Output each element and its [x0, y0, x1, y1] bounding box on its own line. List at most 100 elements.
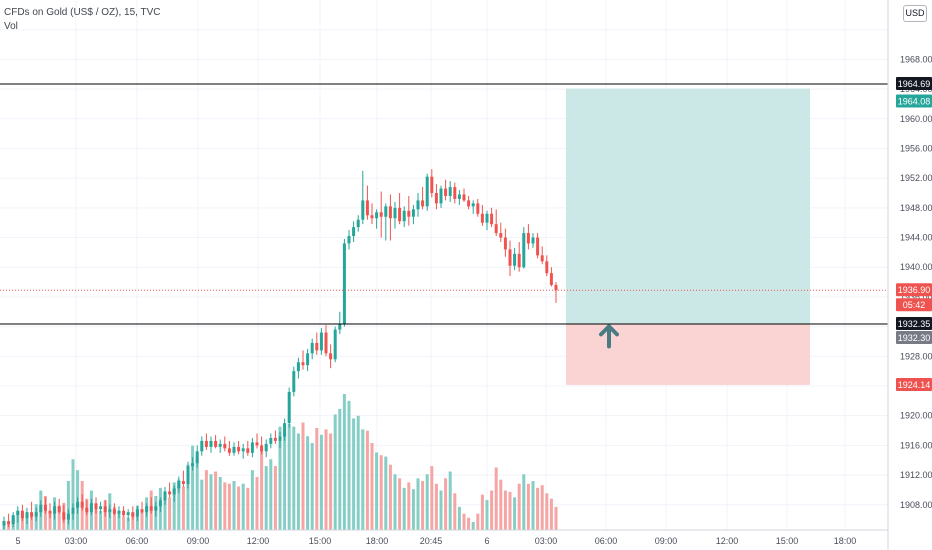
volume-bar [402, 487, 406, 530]
candle [103, 506, 107, 513]
candle [273, 437, 277, 441]
price-tick-label: 1944.00 [900, 233, 932, 243]
candle [168, 491, 172, 495]
time-tick-label: 15:00 [309, 536, 332, 546]
volume-bar [457, 506, 461, 530]
candle [7, 521, 11, 525]
price-axis[interactable] [888, 0, 932, 550]
price-label-text: 1924.14 [898, 380, 931, 390]
volume-bar [434, 483, 438, 530]
price-tick-label: 1912.00 [900, 470, 932, 480]
volume-bar [421, 481, 425, 530]
volume-bar [260, 451, 264, 530]
candle [16, 510, 20, 516]
price-tick-label: 1968.00 [900, 54, 932, 64]
volume-bar [283, 433, 287, 530]
price-tick-label: 1920.00 [900, 411, 932, 421]
volume-bar [324, 429, 328, 530]
volume-bar [112, 506, 116, 530]
volume-bar [292, 426, 296, 530]
candle [494, 224, 498, 234]
volume-bar [494, 467, 498, 530]
candle [85, 507, 89, 513]
candle [241, 448, 245, 452]
volume-bar [425, 474, 429, 530]
volume-bar [531, 481, 535, 530]
volume-bar [186, 464, 190, 530]
candle [338, 323, 342, 330]
volume-bar [287, 423, 291, 530]
volume-bar [467, 517, 471, 530]
price-tick-label: 1948.00 [900, 203, 932, 213]
volume-bar [241, 483, 245, 530]
volume-bar [232, 481, 236, 530]
volume-indicator-label: Vol [4, 21, 18, 32]
candle [108, 509, 112, 513]
volume-bar [393, 474, 397, 530]
volume-bar [448, 471, 452, 530]
price-label-line [896, 76, 932, 90]
stop-loss-zone[interactable] [566, 324, 810, 385]
candle [384, 206, 388, 217]
volume-bar [319, 434, 323, 530]
candle [421, 200, 425, 207]
volume-bar [379, 455, 383, 530]
candle [112, 509, 116, 514]
volume-bar [411, 489, 415, 530]
candle [140, 509, 144, 513]
volume-bar [195, 456, 199, 530]
profit-target-zone[interactable] [566, 88, 810, 325]
volume-bar [508, 491, 512, 530]
candle [2, 521, 6, 526]
candle [278, 436, 282, 441]
candle [149, 506, 153, 511]
candle [490, 213, 494, 225]
volume-bar [338, 408, 342, 530]
candle [62, 512, 66, 520]
candle [154, 506, 158, 511]
candle [145, 506, 149, 513]
candle [301, 362, 305, 366]
candle [365, 200, 369, 216]
candle [306, 353, 310, 366]
candle [361, 200, 365, 220]
candle [237, 446, 241, 452]
candle [503, 237, 507, 250]
volume-bar [177, 479, 181, 530]
volume-bar [416, 478, 420, 530]
candle [480, 213, 484, 223]
candle [287, 391, 291, 424]
volume-bar [246, 487, 250, 530]
candle [163, 491, 167, 501]
volume-bar [490, 490, 494, 530]
price-tick-label: 1916.00 [900, 440, 932, 450]
volume-bar [361, 429, 365, 530]
candle [66, 513, 70, 520]
candle [439, 188, 443, 204]
volume-bar [365, 430, 369, 530]
candle [347, 236, 351, 244]
candle [57, 506, 61, 513]
candle [131, 512, 135, 517]
candle [411, 209, 415, 217]
candle [393, 207, 397, 219]
candle [89, 503, 93, 513]
candle [402, 210, 406, 222]
candle [269, 437, 273, 444]
candle [80, 501, 84, 508]
price-label-text: 1964.08 [898, 96, 931, 106]
candle [526, 233, 530, 244]
candle [255, 442, 259, 446]
time-tick-label: 5 [15, 536, 20, 546]
candle [540, 255, 544, 262]
volume-bar [269, 459, 273, 530]
volume-bar [522, 474, 526, 530]
currency-button[interactable]: USD [903, 5, 927, 22]
volume-bar [99, 510, 103, 530]
candle [191, 463, 195, 467]
volume-bar [204, 470, 208, 530]
volume-bar [218, 476, 222, 530]
volume-bar [499, 479, 503, 530]
price-label-text: 1964.69 [898, 79, 931, 89]
